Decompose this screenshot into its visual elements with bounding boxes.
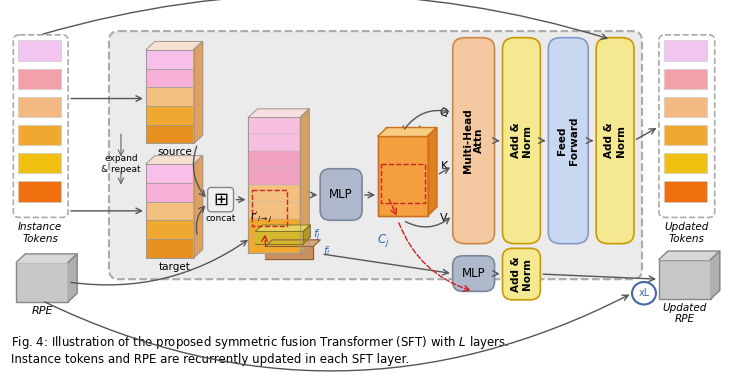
Polygon shape [194,42,203,143]
FancyBboxPatch shape [109,31,642,279]
Text: source: source [157,147,192,157]
Bar [664,181,707,201]
Circle shape [632,282,656,305]
Polygon shape [711,251,720,299]
Text: Multi-Head
Attn: Multi-Head Attn [463,108,485,173]
Bar [248,219,300,236]
Bar [146,69,194,87]
Bar [18,125,61,145]
Bar [18,97,61,117]
Text: Updated
Tokens: Updated Tokens [665,222,709,244]
Bar [18,40,61,61]
FancyBboxPatch shape [320,169,362,220]
Text: target: target [159,262,191,272]
Text: expand
& repeat: expand & repeat [101,154,141,174]
Bar [248,168,300,185]
Text: concat: concat [206,214,236,223]
Polygon shape [300,109,309,253]
FancyBboxPatch shape [453,38,494,244]
Polygon shape [303,225,310,244]
Text: Add &
Norm: Add & Norm [604,123,626,158]
Text: xL: xL [638,288,649,298]
Text: Feed
Forward: Feed Forward [557,116,579,165]
Bar [248,117,300,134]
Text: $f_i$: $f_i$ [323,244,331,258]
Bar [381,164,425,203]
Bar [18,153,61,173]
Text: ⊞: ⊞ [213,191,228,209]
Bar [146,183,194,201]
Text: $C_j$: $C_j$ [377,232,389,249]
Bar [146,50,194,69]
Bar [146,220,194,239]
Polygon shape [255,231,303,244]
Text: context: context [383,125,423,135]
Text: Add &
Norm: Add & Norm [511,123,533,158]
Bar [664,69,707,89]
Text: Fig. 4: Illustration of the proposed symmetric fusion Transformer (SFT) with $L$: Fig. 4: Illustration of the proposed sym… [11,334,509,367]
Bar [664,125,707,145]
Bar [664,97,707,117]
Polygon shape [266,240,320,247]
Text: $f_j$: $f_j$ [313,228,322,244]
Polygon shape [16,254,77,262]
Text: Add &
Norm: Add & Norm [511,256,533,292]
Polygon shape [146,156,203,164]
FancyBboxPatch shape [453,256,494,291]
Text: Instance
Tokens: Instance Tokens [18,222,62,244]
Bar [248,185,300,202]
Bar [248,151,300,168]
Bar [146,239,194,258]
FancyBboxPatch shape [596,38,634,244]
Text: Q: Q [439,107,448,118]
Bar [378,136,428,216]
Text: MLP: MLP [462,267,485,280]
Bar [664,153,707,173]
Polygon shape [428,127,437,216]
Text: RPE: RPE [31,307,53,316]
Bar [248,134,300,151]
Bar [248,236,300,253]
Polygon shape [194,156,203,258]
Bar [659,260,711,299]
Text: K: K [441,161,448,171]
Text: V: V [440,213,448,223]
Bar [16,262,68,302]
Text: MLP: MLP [329,188,353,201]
Bar [18,69,61,89]
Bar [146,87,194,106]
Bar [248,202,300,219]
FancyBboxPatch shape [208,187,233,212]
Text: $r'_{i \to j}$: $r'_{i \to j}$ [251,209,273,224]
Bar [18,181,61,201]
Bar [146,125,194,143]
Bar [253,190,287,226]
FancyBboxPatch shape [503,38,540,244]
FancyBboxPatch shape [659,35,715,218]
Polygon shape [659,251,720,260]
Bar [146,106,194,125]
FancyBboxPatch shape [548,38,588,244]
Text: Updated
RPE: Updated RPE [663,303,707,324]
Polygon shape [255,225,310,231]
Bar [664,40,707,61]
Polygon shape [266,247,313,259]
Polygon shape [146,42,203,50]
Polygon shape [68,254,77,302]
Bar [146,164,194,183]
Polygon shape [248,109,309,117]
FancyBboxPatch shape [13,35,68,218]
Polygon shape [378,127,437,136]
Bar [146,201,194,220]
FancyBboxPatch shape [503,248,540,300]
